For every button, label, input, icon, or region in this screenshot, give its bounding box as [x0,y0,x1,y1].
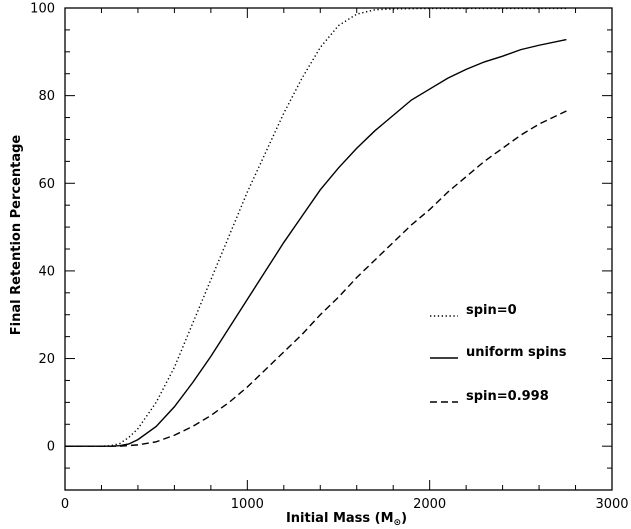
y-tick-label: 0 [47,440,55,455]
series-line-solid [65,38,567,447]
x-tick-label: 2000 [413,497,446,512]
series-line-dotted [65,7,567,447]
y-tick-label: 20 [38,352,55,367]
x-tick-label: 3000 [595,497,628,512]
x-axis-label-close: ) [401,511,407,526]
plot-frame [64,7,613,491]
x-tick-label: 0 [61,497,69,512]
series-layer [65,7,567,447]
x-axis-label: Initial Mass (M⊙) [286,511,407,528]
legend: spin=0 uniform spins spin=0.998 [430,303,567,404]
tick-marks [64,7,613,491]
series-line-dashed [65,110,567,447]
x-axis-label-text: Initial Mass (M [286,511,394,526]
x-axis-label-subscript: ⊙ [394,518,402,528]
legend-label: spin=0.998 [466,389,549,404]
y-tick-label: 40 [38,264,55,279]
y-axis-label: Final Retention Percentage [9,135,24,336]
legend-label: spin=0 [466,303,517,318]
x-tick-label: 1000 [231,497,264,512]
y-tick-label: 80 [38,89,55,104]
tick-labels: 0 1000 2000 3000 0 20 40 60 80 100 [30,2,628,513]
y-tick-label: 60 [38,177,55,192]
y-tick-label: 100 [30,2,55,17]
legend-label: uniform spins [466,345,567,360]
